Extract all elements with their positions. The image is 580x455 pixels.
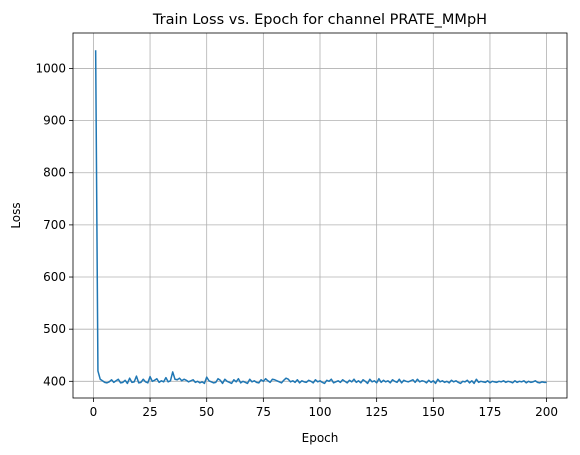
y-tick-label: 900 <box>43 114 66 128</box>
x-tick-label: 175 <box>479 405 502 419</box>
y-tick-label: 400 <box>43 374 66 388</box>
y-tick-label: 600 <box>43 270 66 284</box>
y-tick-label: 700 <box>43 218 66 232</box>
x-tick-label: 0 <box>90 405 98 419</box>
x-axis-ticks: 0 25 50 75 100 125 150 175 200 <box>90 398 558 419</box>
x-tick-label: 25 <box>142 405 157 419</box>
y-axis-label: Loss <box>9 202 23 228</box>
y-tick-label: 800 <box>43 166 66 180</box>
grid-lines <box>73 33 567 398</box>
series-line-train-loss <box>94 50 547 385</box>
y-tick-label: 500 <box>43 322 66 336</box>
x-axis-label: Epoch <box>302 431 339 445</box>
x-tick-label: 75 <box>256 405 271 419</box>
x-tick-label: 100 <box>309 405 332 419</box>
x-tick-label: 125 <box>365 405 388 419</box>
x-tick-label: 50 <box>199 405 214 419</box>
chart-title: Train Loss vs. Epoch for channel PRATE_M… <box>152 12 487 28</box>
y-tick-label: 1000 <box>35 61 66 75</box>
y-axis-ticks: 400 500 600 700 800 900 1000 <box>35 61 73 388</box>
x-tick-label: 150 <box>422 405 445 419</box>
x-tick-label: 200 <box>535 405 558 419</box>
